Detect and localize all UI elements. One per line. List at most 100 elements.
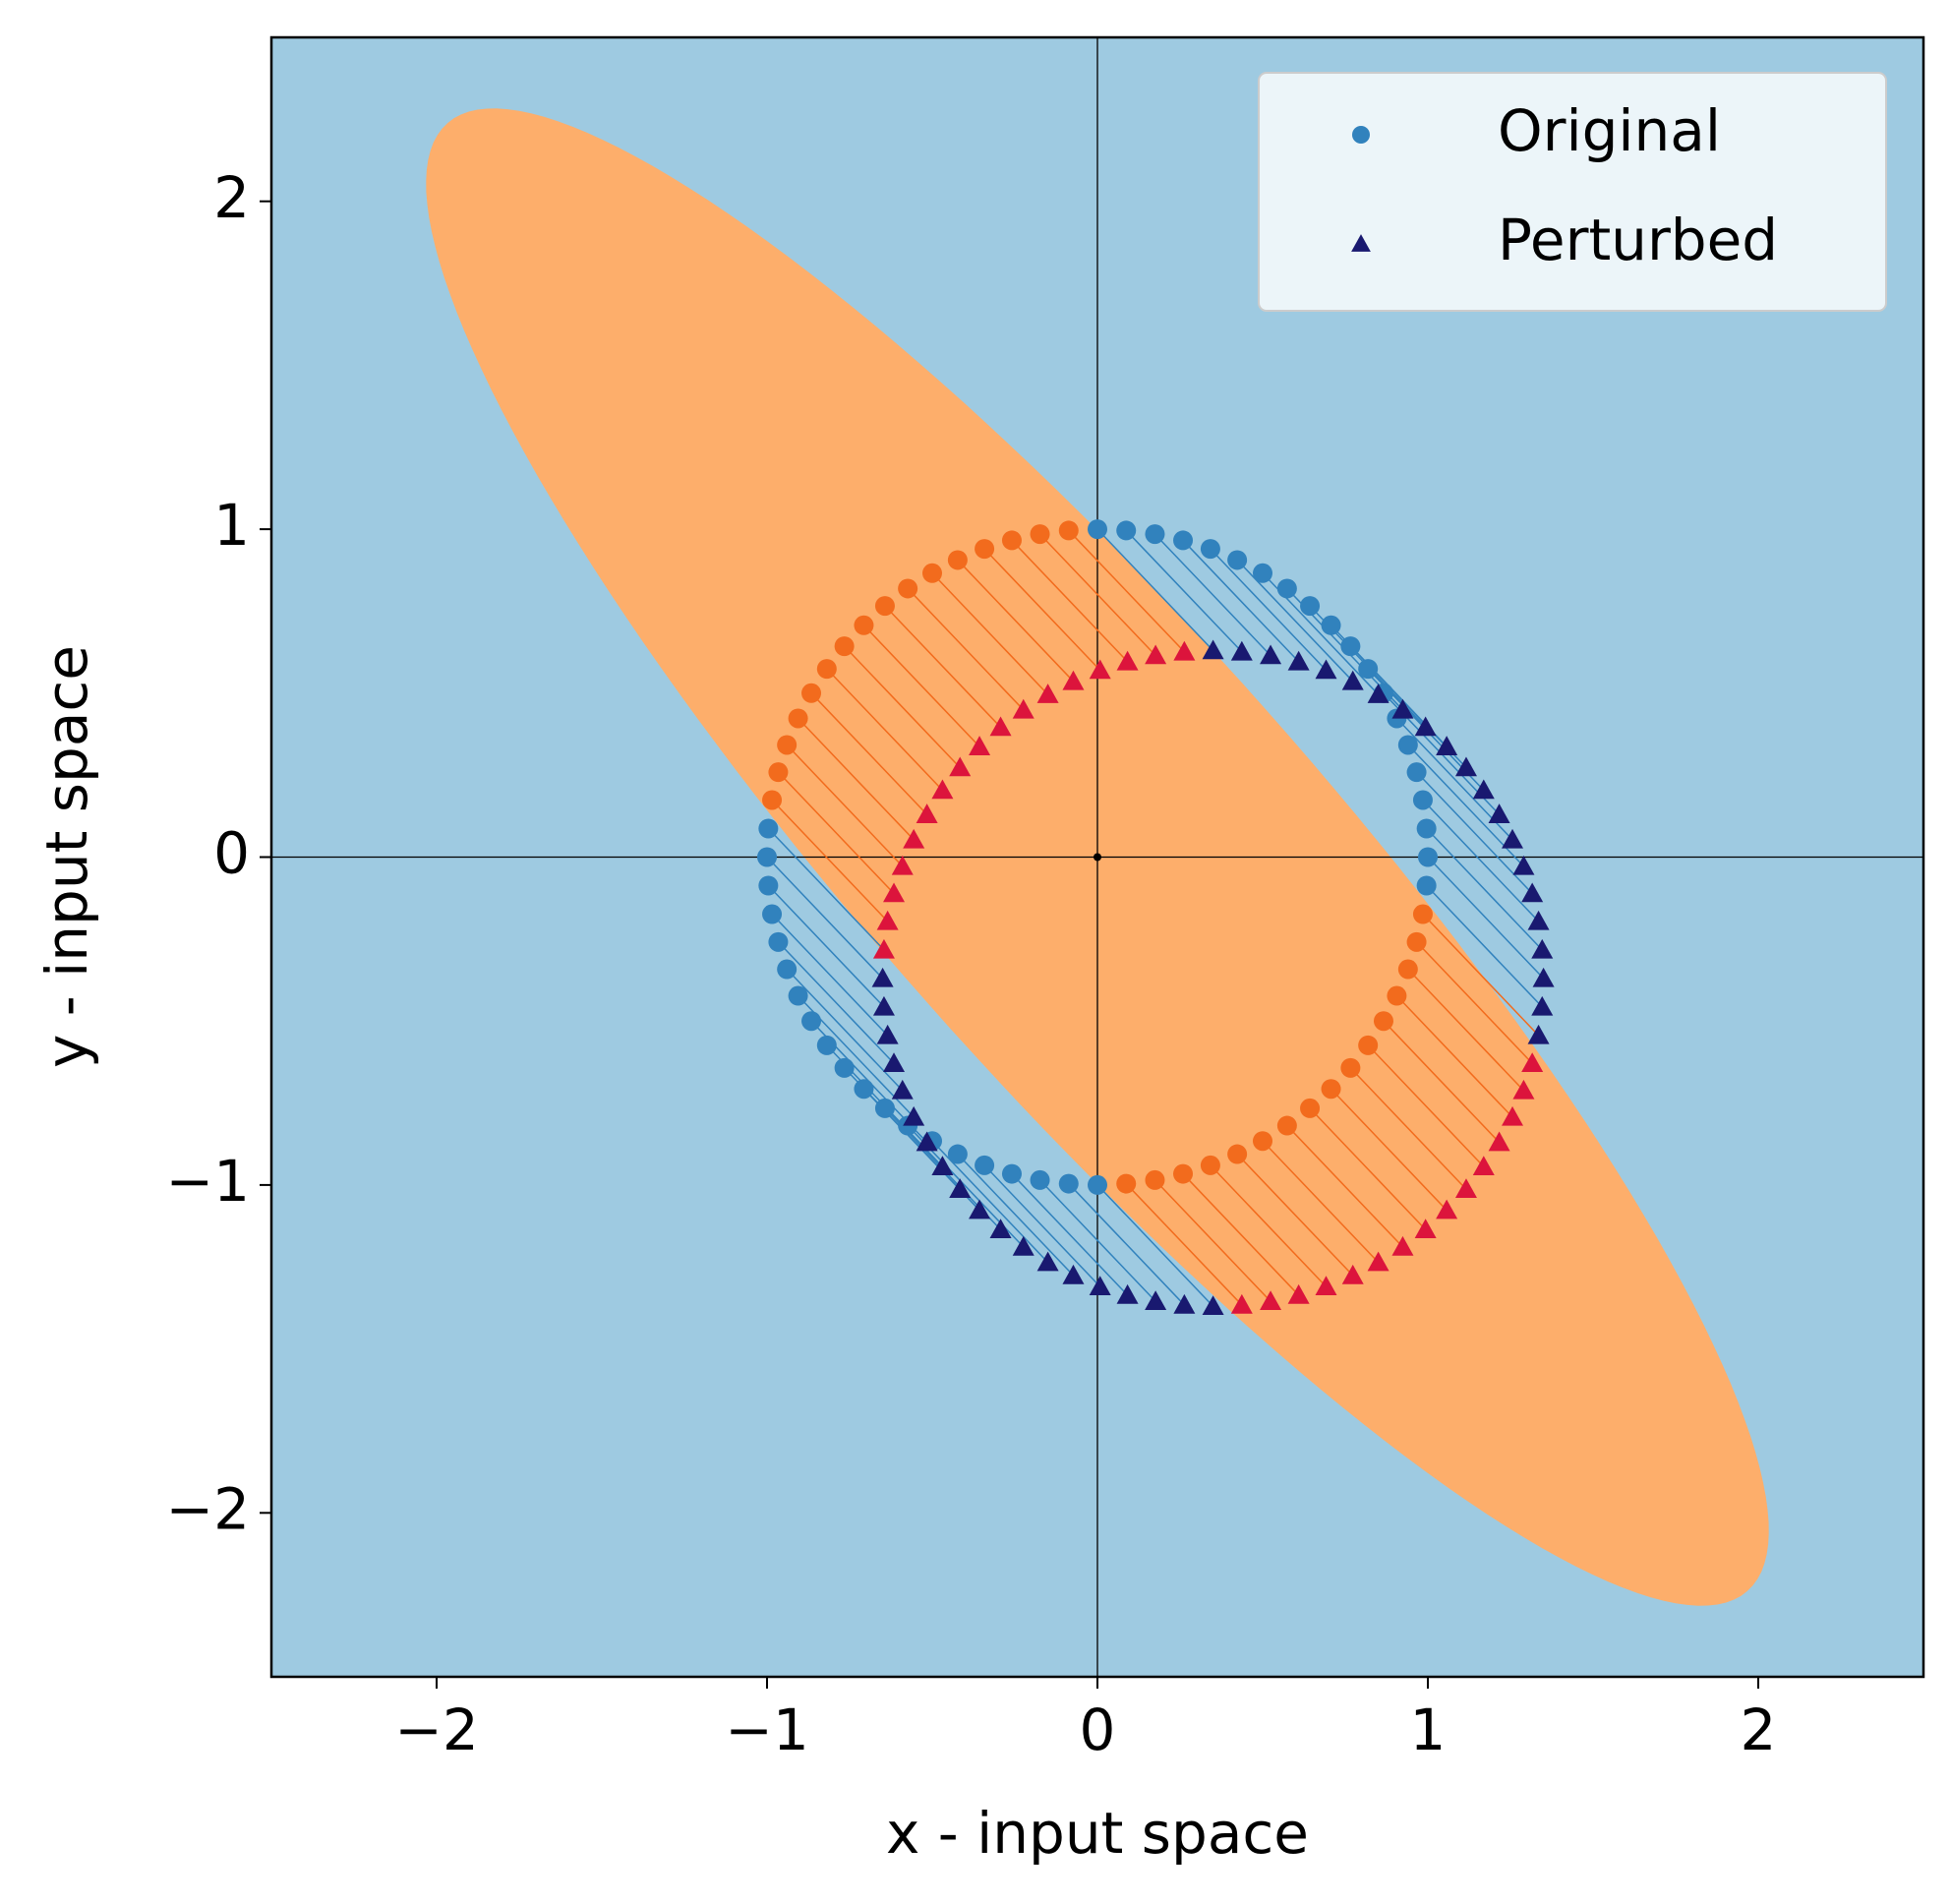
perturbation-line: [1210, 548, 1328, 671]
point-marker: [1227, 1144, 1248, 1164]
point-marker: [801, 1011, 822, 1032]
perturbation-line: [907, 587, 1025, 711]
point-marker: [969, 736, 991, 755]
point-marker: [1406, 762, 1427, 783]
point-marker: [1527, 1024, 1550, 1044]
point-marker: [1418, 847, 1438, 867]
point-marker: [1227, 550, 1248, 570]
point-marker: [1341, 1264, 1364, 1284]
point-marker: [1488, 1131, 1510, 1152]
point-marker: [1088, 519, 1107, 540]
point-marker: [1200, 1155, 1220, 1175]
point-marker: [989, 1219, 1012, 1239]
point-marker: [1352, 126, 1370, 144]
perturbation-line: [1426, 884, 1543, 1008]
point-marker: [1391, 1235, 1414, 1256]
point-marker: [1358, 1035, 1379, 1055]
point-marker: [1036, 1251, 1059, 1272]
perturbation-line: [1422, 913, 1540, 1037]
point-marker: [1145, 644, 1167, 665]
point-marker: [975, 1155, 995, 1175]
point-marker: [1173, 1293, 1196, 1314]
point-marker: [1358, 659, 1379, 680]
point-marker: [871, 967, 894, 987]
point-marker: [816, 1035, 837, 1055]
point-marker: [1412, 904, 1433, 924]
perturbation-line: [931, 572, 1049, 695]
perturbation-line: [983, 548, 1101, 671]
perturbation-line: [777, 941, 895, 1064]
point-marker: [1287, 650, 1310, 671]
point-marker: [1436, 1199, 1458, 1220]
perturbation-line: [1182, 1173, 1300, 1296]
point-marker: [1116, 1283, 1139, 1304]
legend-label: Original: [1498, 97, 1721, 164]
point-marker: [834, 636, 855, 657]
point-marker: [1058, 1173, 1079, 1194]
point-marker: [758, 875, 779, 896]
point-marker: [931, 779, 954, 800]
point-marker: [874, 1098, 895, 1118]
perturbation-line: [1125, 1183, 1243, 1306]
perturbation-line: [1286, 1125, 1404, 1248]
point-marker: [801, 683, 822, 703]
perturbation-line: [1416, 941, 1533, 1064]
point-marker: [1512, 1079, 1535, 1100]
point-marker: [916, 1131, 938, 1152]
x-tick-label: 0: [1080, 1696, 1116, 1763]
point-marker: [1253, 563, 1272, 583]
point-marker: [834, 1057, 855, 1078]
perturbation-line: [1330, 1088, 1448, 1212]
point-marker: [1472, 779, 1495, 800]
point-marker: [768, 931, 789, 952]
point-marker: [989, 716, 1012, 737]
point-marker: [947, 550, 968, 570]
point-marker: [1531, 995, 1554, 1016]
point-marker: [1488, 803, 1510, 823]
perturbation-line: [1153, 533, 1271, 656]
perturbation-line: [1422, 799, 1540, 922]
perturbation-line: [1096, 528, 1214, 651]
perturbation-line: [957, 1154, 1075, 1277]
point-marker: [1315, 1276, 1337, 1296]
point-marker: [1202, 639, 1224, 660]
point-marker: [1397, 735, 1418, 755]
point-marker: [931, 1156, 954, 1176]
perturbation-line: [767, 827, 885, 951]
point-marker: [1397, 959, 1418, 980]
point-marker: [876, 910, 899, 930]
point-marker: [876, 1024, 899, 1044]
perturbation-line: [844, 645, 961, 768]
point-marker: [1145, 1169, 1165, 1190]
perturbation-line: [771, 913, 889, 1037]
point-marker: [1502, 828, 1524, 849]
point-marker: [1300, 596, 1321, 617]
perturbation-line: [767, 884, 885, 1008]
legend-box: [1258, 72, 1887, 312]
point-marker: [1276, 578, 1297, 599]
legend-label: Perturbed: [1498, 207, 1778, 273]
point-marker: [1373, 1011, 1393, 1032]
point-marker: [1300, 1098, 1321, 1118]
y-axis-label: y - input space: [33, 645, 100, 1068]
point-marker: [916, 803, 938, 823]
point-marker: [1414, 1219, 1437, 1239]
point-marker: [1512, 855, 1535, 875]
point-marker: [883, 1052, 906, 1073]
point-marker: [1276, 1115, 1297, 1136]
point-marker: [1502, 1105, 1524, 1126]
perturbation-line: [884, 605, 1002, 728]
point-marker: [949, 756, 972, 777]
point-marker: [1062, 1264, 1085, 1284]
point-marker: [922, 563, 942, 583]
perturbation-line: [1182, 539, 1300, 663]
point-marker: [1058, 520, 1079, 541]
point-marker: [1321, 615, 1341, 635]
y-tick-label: 1: [213, 492, 250, 559]
point-marker: [1260, 1290, 1282, 1311]
point-marker: [1414, 716, 1437, 737]
perturbation-line: [1153, 1179, 1271, 1302]
point-marker: [1387, 985, 1407, 1006]
point-marker: [1001, 1163, 1022, 1184]
point-marker: [1527, 910, 1550, 930]
